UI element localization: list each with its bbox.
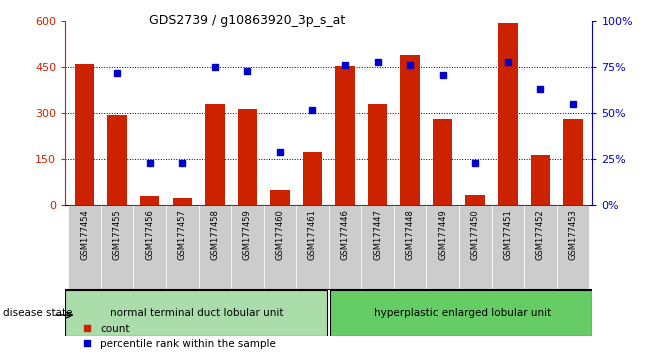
Bar <box>264 205 296 290</box>
Text: GSM177449: GSM177449 <box>438 210 447 260</box>
Bar <box>107 115 127 205</box>
Bar <box>531 155 550 205</box>
Text: GSM177446: GSM177446 <box>340 210 350 261</box>
Bar <box>330 290 592 336</box>
Text: GSM177452: GSM177452 <box>536 210 545 260</box>
Bar <box>368 104 387 205</box>
Text: GSM177459: GSM177459 <box>243 210 252 260</box>
Text: GSM177450: GSM177450 <box>471 210 480 260</box>
Bar <box>75 64 94 205</box>
Text: GSM177456: GSM177456 <box>145 210 154 261</box>
Bar <box>68 205 101 290</box>
Text: normal terminal duct lobular unit: normal terminal duct lobular unit <box>110 308 284 318</box>
Text: GDS2739 / g10863920_3p_s_at: GDS2739 / g10863920_3p_s_at <box>149 14 346 27</box>
Bar <box>199 205 231 290</box>
Text: GSM177447: GSM177447 <box>373 210 382 261</box>
Bar <box>498 23 518 205</box>
Text: GSM177461: GSM177461 <box>308 210 317 261</box>
Text: GSM177460: GSM177460 <box>275 210 284 261</box>
Bar <box>361 205 394 290</box>
Text: GSM177454: GSM177454 <box>80 210 89 260</box>
Bar <box>303 152 322 205</box>
Text: hyperplastic enlarged lobular unit: hyperplastic enlarged lobular unit <box>374 308 551 318</box>
Bar <box>296 205 329 290</box>
Bar <box>329 205 361 290</box>
Text: GSM177448: GSM177448 <box>406 210 415 261</box>
Bar <box>133 205 166 290</box>
Bar <box>173 198 192 205</box>
Bar <box>270 190 290 205</box>
Text: GSM177453: GSM177453 <box>568 210 577 261</box>
Bar <box>231 205 264 290</box>
Bar <box>335 66 355 205</box>
Bar <box>524 205 557 290</box>
Bar <box>238 109 257 205</box>
Bar <box>459 205 492 290</box>
Legend: count, percentile rank within the sample: count, percentile rank within the sample <box>83 324 276 349</box>
Text: GSM177455: GSM177455 <box>113 210 122 260</box>
Text: GSM177451: GSM177451 <box>503 210 512 260</box>
Text: disease state: disease state <box>3 308 73 318</box>
Bar <box>563 119 583 205</box>
Bar <box>101 205 133 290</box>
Bar <box>140 196 159 205</box>
Bar <box>65 290 327 336</box>
Bar <box>394 205 426 290</box>
Bar <box>426 205 459 290</box>
Bar <box>492 205 524 290</box>
Bar <box>400 55 420 205</box>
Text: GSM177458: GSM177458 <box>210 210 219 261</box>
Bar <box>557 205 589 290</box>
Bar <box>433 119 452 205</box>
Bar <box>166 205 199 290</box>
Bar <box>465 195 485 205</box>
Text: GSM177457: GSM177457 <box>178 210 187 261</box>
Bar <box>205 104 225 205</box>
